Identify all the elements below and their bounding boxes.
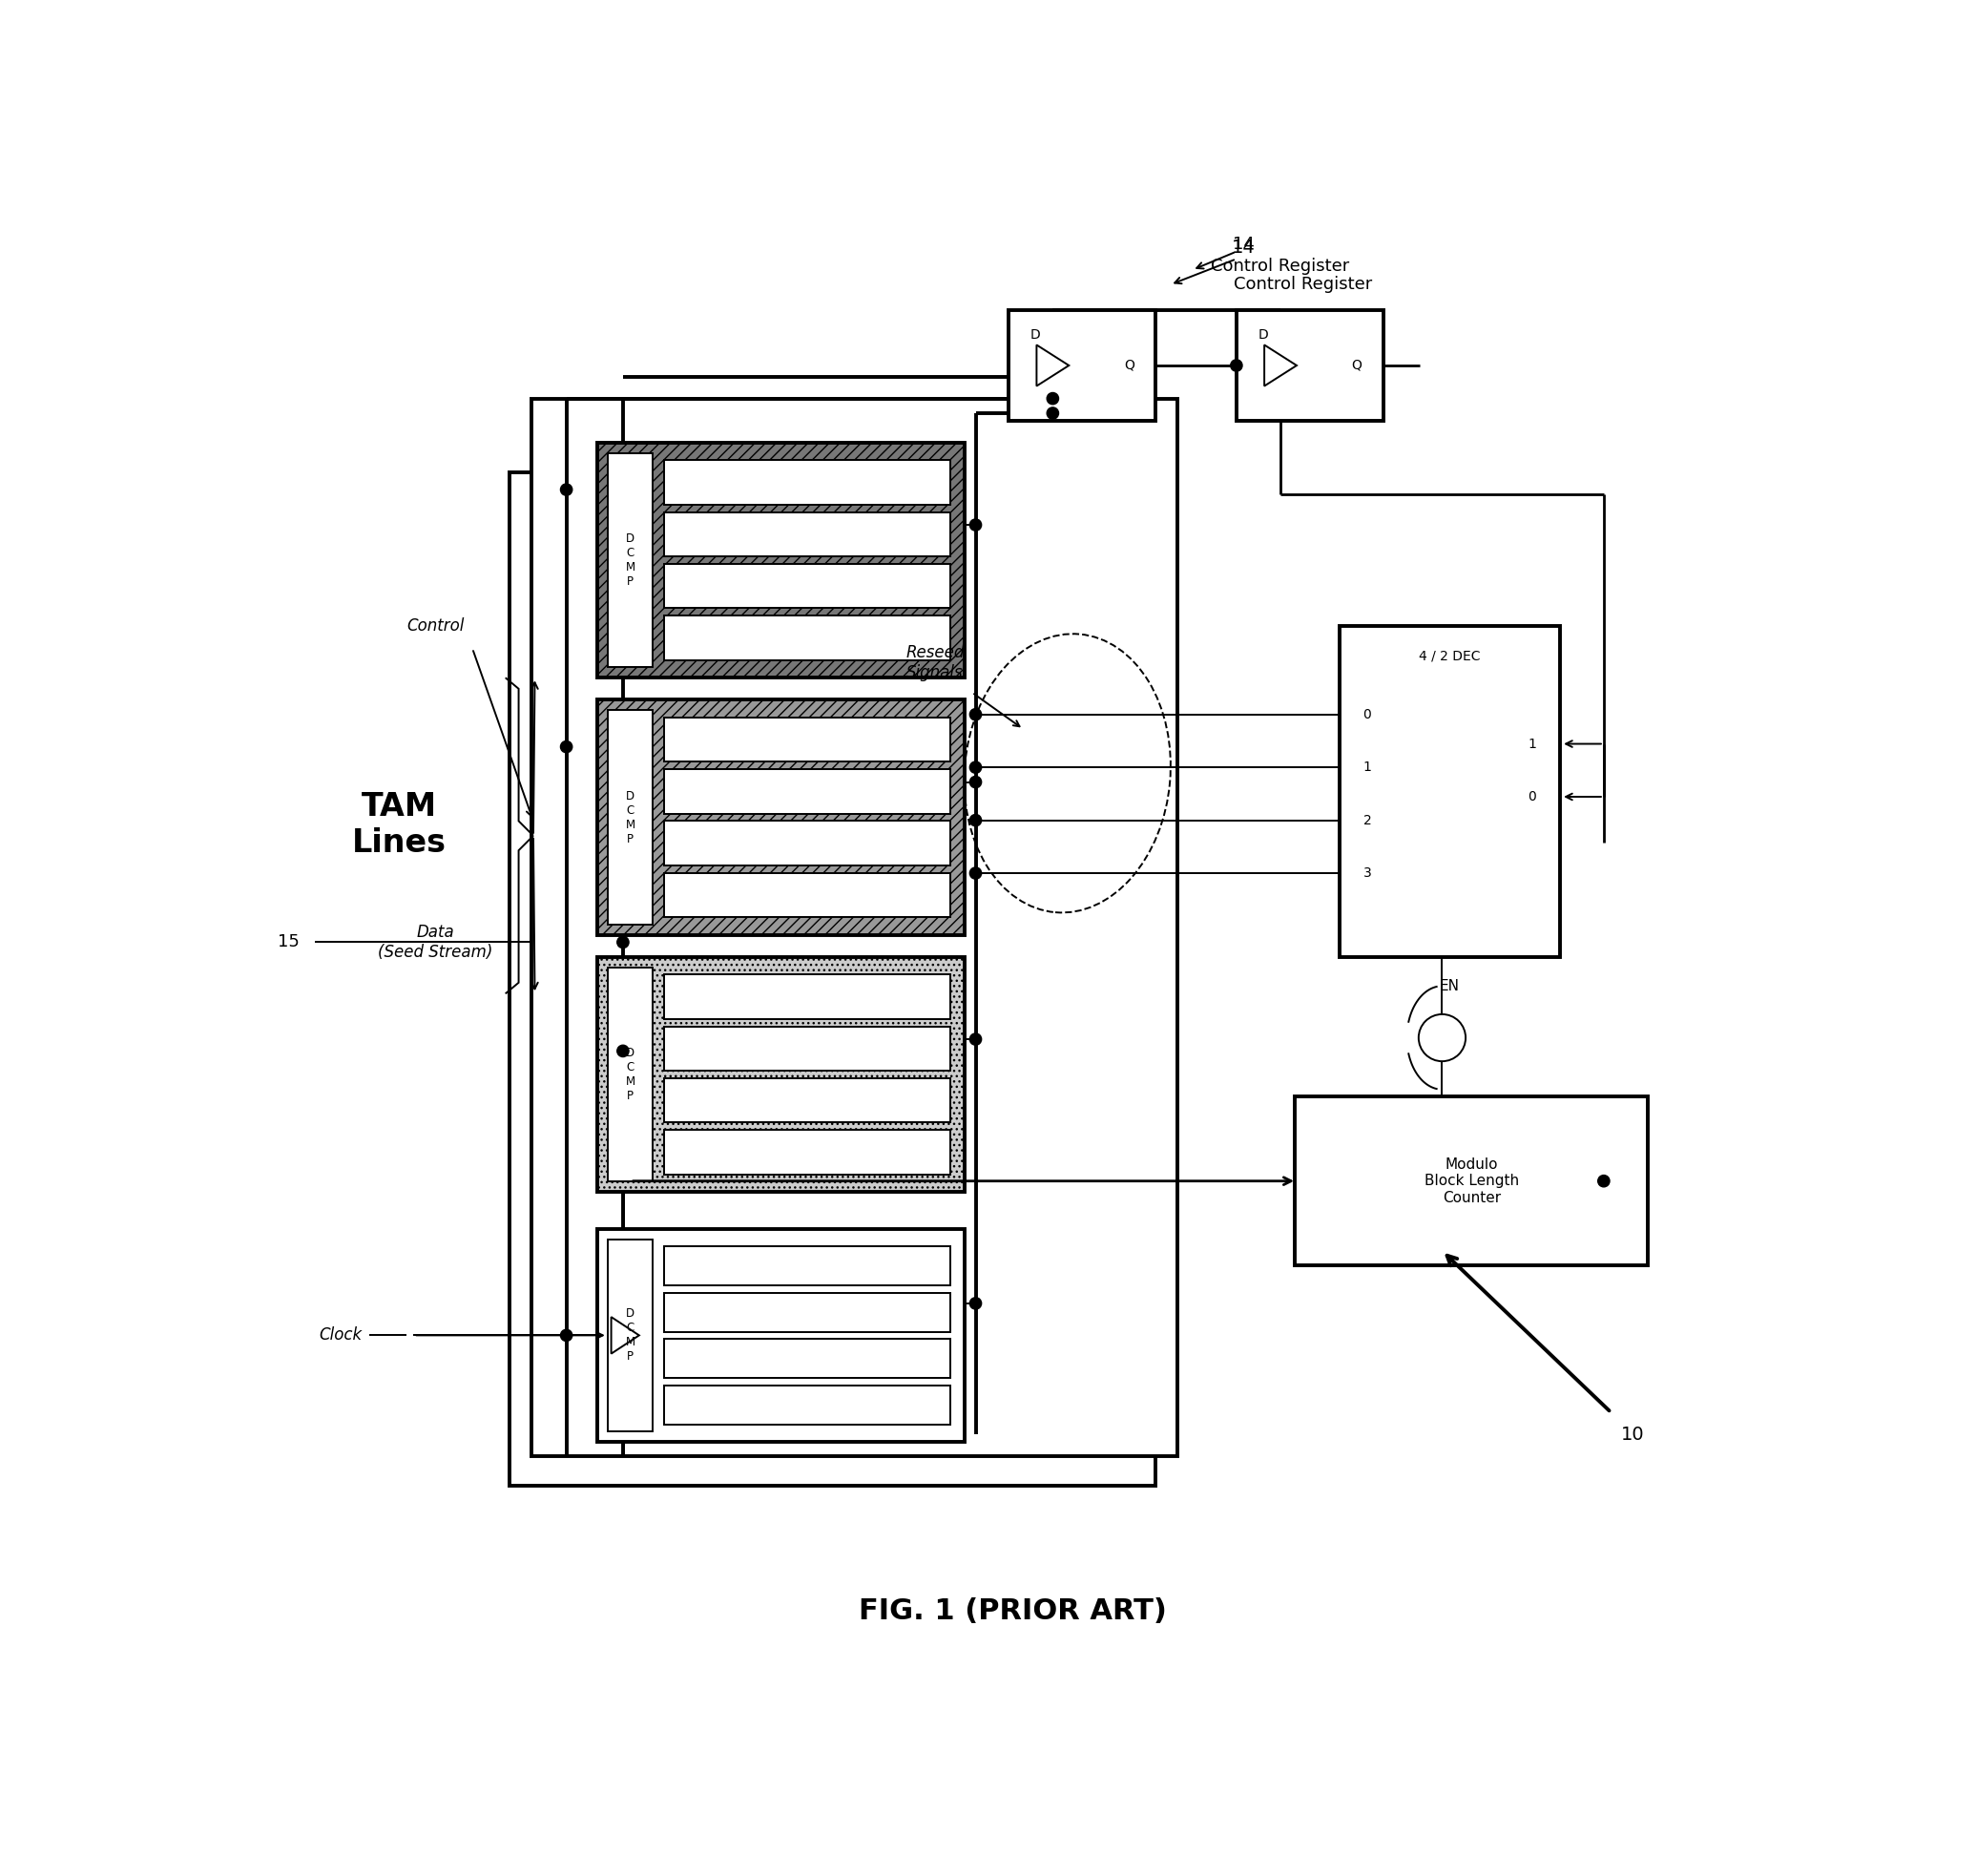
Text: TAM
Lines: TAM Lines xyxy=(352,790,447,859)
Bar xyxy=(664,1246,950,1285)
Bar xyxy=(607,452,654,668)
Text: Control: Control xyxy=(407,617,464,634)
Circle shape xyxy=(1047,407,1059,418)
Text: Control Register: Control Register xyxy=(1211,257,1350,276)
Circle shape xyxy=(970,762,982,773)
Circle shape xyxy=(1599,1174,1610,1188)
Circle shape xyxy=(561,484,573,495)
Polygon shape xyxy=(611,1317,638,1354)
Bar xyxy=(597,957,964,1191)
Circle shape xyxy=(970,814,982,825)
Bar xyxy=(664,1079,950,1122)
Bar xyxy=(664,512,950,557)
Text: D: D xyxy=(1029,328,1039,341)
Text: EN: EN xyxy=(1439,979,1460,994)
Text: Data
(Seed Stream): Data (Seed Stream) xyxy=(377,923,494,961)
Bar xyxy=(1008,310,1156,420)
Bar xyxy=(664,460,950,505)
Bar xyxy=(1237,310,1383,420)
Circle shape xyxy=(970,520,982,531)
Text: 1: 1 xyxy=(1363,760,1371,775)
Bar xyxy=(664,822,950,865)
Circle shape xyxy=(970,1034,982,1045)
Circle shape xyxy=(970,777,982,788)
Text: 10: 10 xyxy=(1622,1426,1644,1445)
Text: D
C
M
P: D C M P xyxy=(626,533,634,587)
Text: Q: Q xyxy=(1352,358,1361,371)
Bar xyxy=(664,1339,950,1379)
Circle shape xyxy=(1419,1015,1466,1062)
Bar xyxy=(664,1384,950,1424)
Text: Modulo
Block Length
Counter: Modulo Block Length Counter xyxy=(1425,1157,1520,1204)
Text: D
C
M
P: D C M P xyxy=(626,1047,634,1103)
Text: Control Register: Control Register xyxy=(1233,276,1371,293)
Bar xyxy=(597,1229,964,1443)
Bar xyxy=(664,717,950,762)
Bar xyxy=(664,1293,950,1332)
Circle shape xyxy=(617,1045,628,1056)
Bar xyxy=(532,398,1178,1456)
Text: 1: 1 xyxy=(1527,737,1535,750)
Text: Clock: Clock xyxy=(318,1326,362,1343)
Circle shape xyxy=(1047,392,1059,405)
Text: 3: 3 xyxy=(1363,867,1371,880)
Text: 0: 0 xyxy=(1363,707,1371,720)
Polygon shape xyxy=(1265,345,1296,386)
Text: D
C
M
P: D C M P xyxy=(626,790,634,844)
Bar xyxy=(664,1026,950,1071)
Circle shape xyxy=(970,1298,982,1309)
Circle shape xyxy=(970,709,982,720)
Text: Reseed
Signals: Reseed Signals xyxy=(905,645,964,681)
Bar xyxy=(664,872,950,917)
Circle shape xyxy=(970,867,982,880)
Bar xyxy=(607,709,654,925)
Bar xyxy=(597,443,964,677)
Text: D: D xyxy=(1259,328,1269,341)
Bar xyxy=(607,968,654,1182)
Polygon shape xyxy=(1037,345,1069,386)
Text: FIG. 1 (PRIOR ART): FIG. 1 (PRIOR ART) xyxy=(860,1596,1166,1625)
Bar xyxy=(664,974,950,1019)
Text: 4 / 2 DEC: 4 / 2 DEC xyxy=(1419,649,1480,662)
Circle shape xyxy=(1231,360,1243,371)
Text: 15: 15 xyxy=(279,934,300,951)
Circle shape xyxy=(561,741,573,752)
Bar xyxy=(1294,1097,1648,1266)
Circle shape xyxy=(617,936,628,947)
Bar xyxy=(1340,627,1559,957)
Bar xyxy=(664,1129,950,1174)
Circle shape xyxy=(561,1330,573,1341)
Text: 14: 14 xyxy=(1231,238,1255,257)
Bar xyxy=(664,565,950,608)
Text: 14: 14 xyxy=(1233,236,1255,253)
Text: Q: Q xyxy=(1124,358,1134,371)
Bar xyxy=(664,769,950,814)
Bar xyxy=(597,700,964,934)
Text: 2: 2 xyxy=(1363,814,1371,827)
Text: 0: 0 xyxy=(1527,790,1535,803)
Bar xyxy=(510,473,1156,1486)
Bar xyxy=(607,1238,654,1431)
Text: D
C
M
P: D C M P xyxy=(626,1308,634,1364)
Bar xyxy=(664,615,950,660)
